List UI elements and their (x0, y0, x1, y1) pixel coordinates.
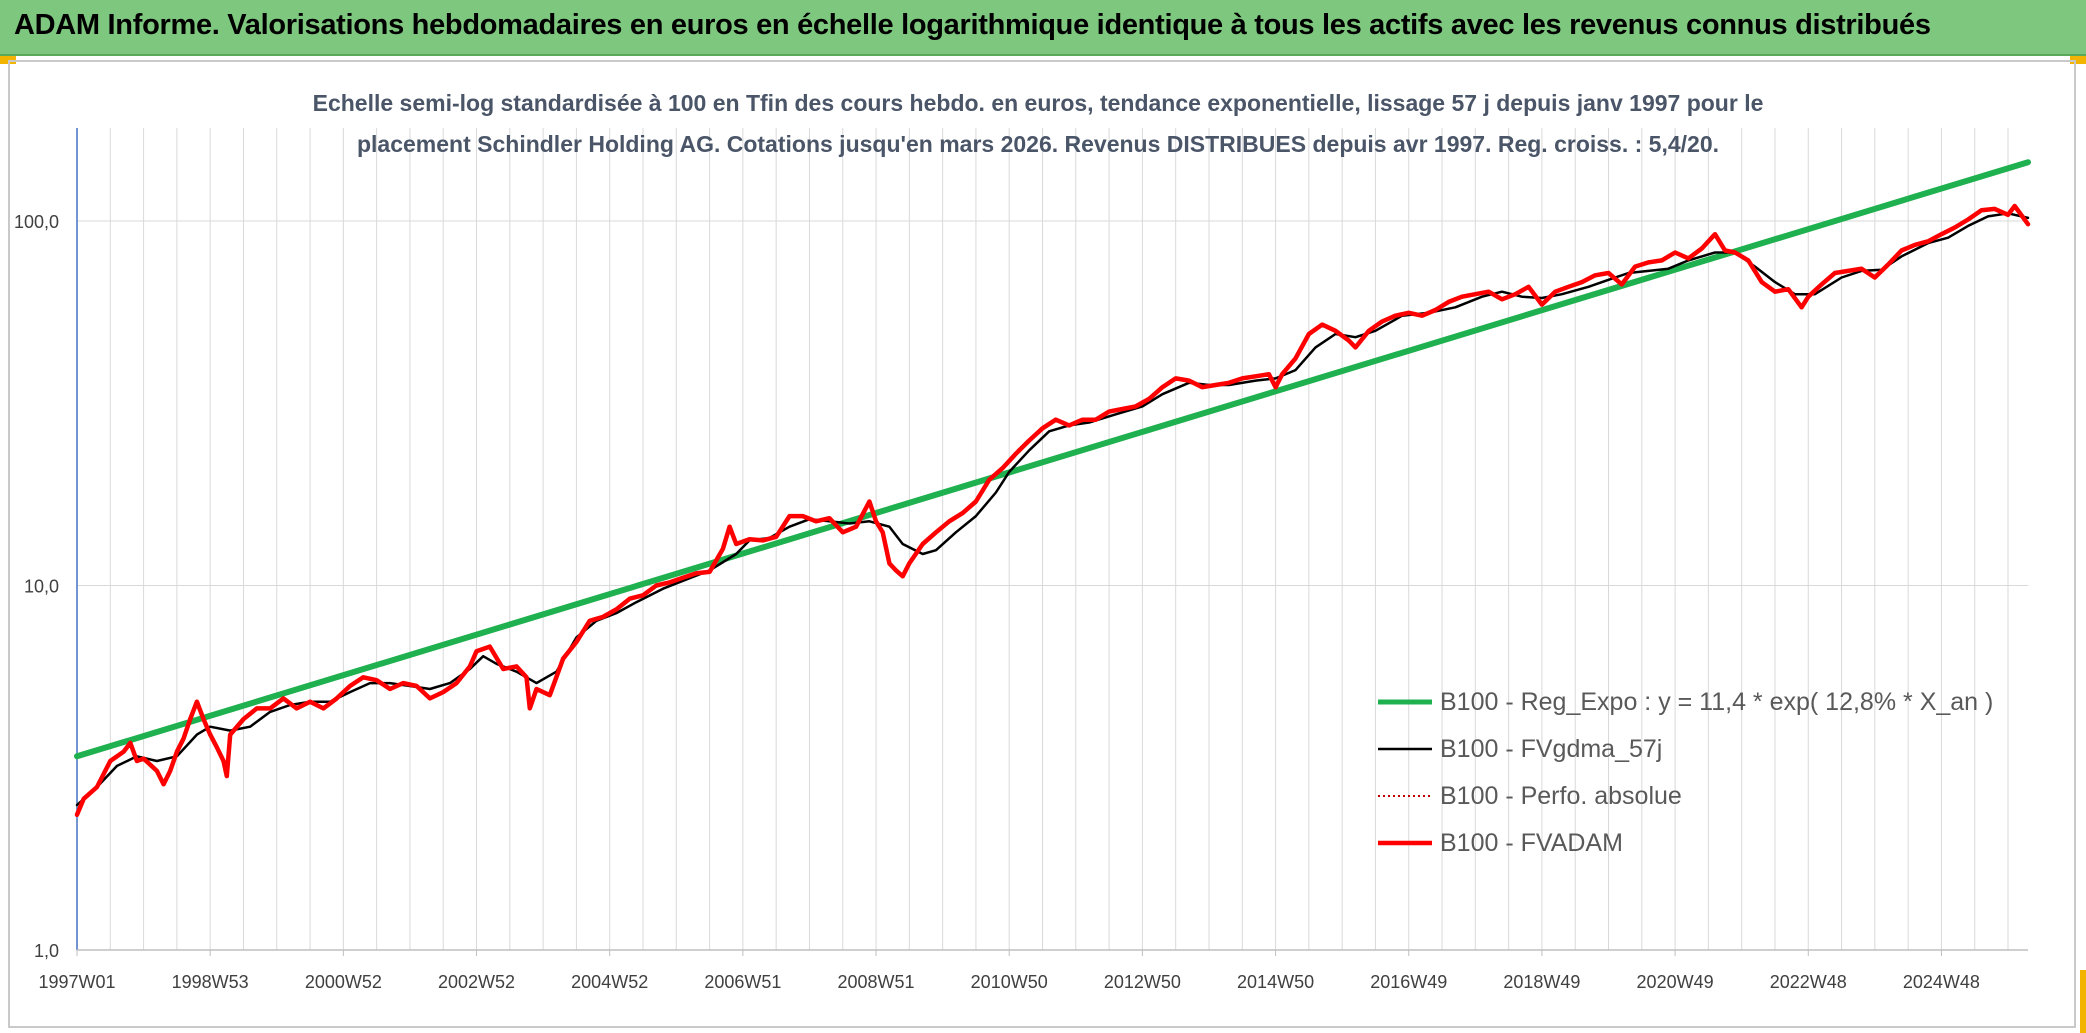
y-tick-label: 100,0 (14, 212, 59, 232)
legend-label-3: B100 - FVADAM (1440, 829, 1623, 857)
legend: B100 - Reg_Expo : y = 11,4 * exp( 12,8% … (1378, 688, 1993, 857)
grid-lines (77, 128, 2028, 951)
x-tick-label: 2020W49 (1637, 972, 1714, 992)
series-line-3 (74, 203, 2031, 818)
x-tick-label: 2006W51 (704, 972, 781, 992)
x-tick-label: 1997W01 (38, 972, 115, 992)
legend-label-0: B100 - Reg_Expo : y = 11,4 * exp( 12,8% … (1440, 688, 1993, 716)
x-tick-label: 2002W52 (438, 972, 515, 992)
corner-marker-bottom-right (2080, 970, 2086, 1033)
series-lines (74, 159, 2031, 818)
series-line-0 (74, 159, 2031, 760)
series-line-1 (75, 212, 2030, 807)
x-tick-label: 2010W50 (971, 972, 1048, 992)
x-tick-label: 2018W49 (1503, 972, 1580, 992)
x-tick-label: 2004W52 (571, 972, 648, 992)
x-tick-label: 2024W48 (1903, 972, 1980, 992)
chart-title-line-2: placement Schindler Holding AG. Cotation… (357, 131, 1719, 157)
x-tick-label: 1998W53 (172, 972, 249, 992)
chart-title-line-1: Echelle semi-log standardisée à 100 en T… (313, 90, 1764, 116)
y-tick-label: 1,0 (34, 941, 59, 961)
x-tick-label: 2012W50 (1104, 972, 1181, 992)
axes: 1,0 10,0 100,0 1997W01 1998W53 2000W52 2002W52… (14, 128, 2028, 992)
page-title: ADAM Informe. Valorisations hebdomadaire… (14, 9, 1931, 41)
title-banner: ADAM Informe. Valorisations hebdomadaire… (0, 0, 2086, 56)
chart-frame (8, 60, 2076, 1028)
x-tick-label: 2022W48 (1770, 972, 1847, 992)
x-tick-label: 2014W50 (1237, 972, 1314, 992)
corner-marker-top-right (2070, 56, 2086, 64)
legend-label-1: B100 - FVgdma_57j (1440, 735, 1662, 763)
x-tick-label: 2016W49 (1370, 972, 1447, 992)
y-tick-label: 10,0 (24, 577, 59, 597)
legend-label-2: B100 - Perfo. absolue (1440, 782, 1682, 810)
x-tick-label: 2008W51 (838, 972, 915, 992)
x-tick-label: 2000W52 (305, 972, 382, 992)
